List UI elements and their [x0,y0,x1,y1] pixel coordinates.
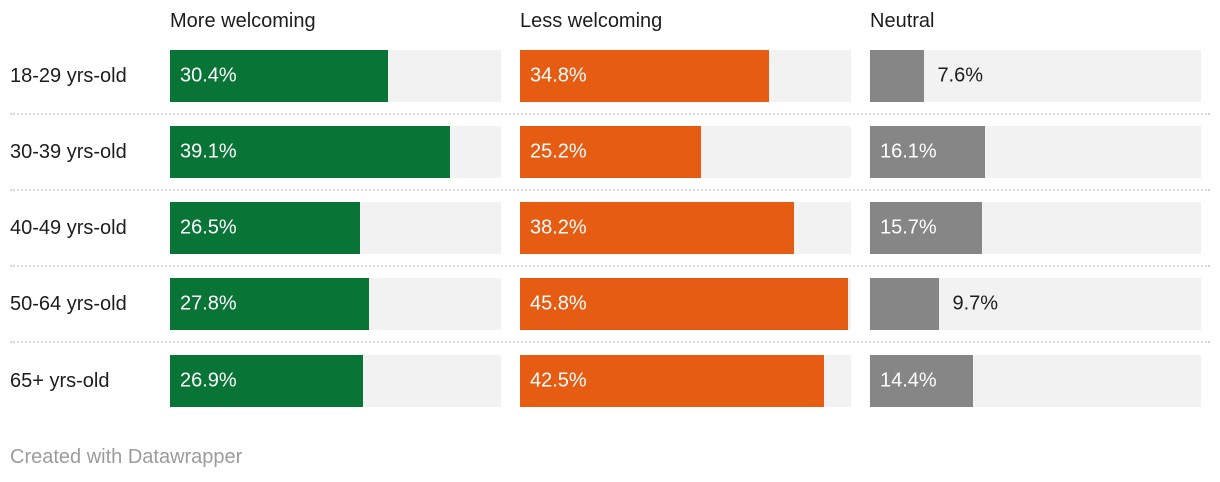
bar-value-label: 7.6% [937,64,984,87]
bar-cell: 7.6% [870,50,1201,102]
chart-row: 65+ yrs-old 26.9% 42.5% 14.4% [10,343,1210,419]
bar-value-label: 27.8% [180,292,237,315]
bar-fill [170,50,388,102]
bar-cell: 26.5% [170,202,501,254]
bar-value-label: 15.7% [880,216,937,239]
column-header-neutral: Neutral [870,10,935,32]
bar-fill [170,355,363,407]
bar-fill [870,355,974,407]
bar-fill [170,126,451,178]
row-label: 65+ yrs-old [10,369,110,392]
bar-value-label: 25.2% [530,140,587,163]
bar-value-label: 39.1% [180,140,237,163]
bar-fill [520,278,849,330]
bar-value-label: 26.5% [180,216,237,239]
column-header-more-welcoming: More welcoming [170,10,316,32]
bar-cell: 42.5% [520,355,851,407]
bar-cell: 14.4% [870,355,1201,407]
bar-cell: 30.4% [170,50,501,102]
row-label: 50-64 yrs-old [10,292,127,315]
bar-value-label: 34.8% [530,64,587,87]
bar-cell: 39.1% [170,126,501,178]
bar-value-label: 42.5% [530,369,587,392]
bar-fill [520,355,825,407]
bar-fill [520,126,701,178]
bar-value-label: 26.9% [180,369,237,392]
bar-cell: 16.1% [870,126,1201,178]
bar-value-label: 14.4% [880,369,937,392]
bar-cell: 15.7% [870,202,1201,254]
chart-row: 40-49 yrs-old 26.5% 38.2% 15.7% [10,191,1210,267]
bar-fill [520,202,794,254]
attribution-text[interactable]: Created with Datawrapper [10,446,243,468]
row-label: 18-29 yrs-old [10,64,127,87]
column-header-less-welcoming: Less welcoming [520,10,663,32]
bar-fill [870,50,925,102]
bar-fill [870,126,986,178]
bar-cell: 9.7% [870,278,1201,330]
bar-cell: 34.8% [520,50,851,102]
bar-cell: 25.2% [520,126,851,178]
bar-fill [170,278,370,330]
bar-fill [520,50,770,102]
bar-value-label: 30.4% [180,64,237,87]
bar-fill [170,202,360,254]
bar-cell: 38.2% [520,202,851,254]
bar-cell: 45.8% [520,278,851,330]
bar-value-label: 38.2% [530,216,587,239]
bar-cell: 26.9% [170,355,501,407]
bar-fill [870,278,940,330]
bar-cell: 27.8% [170,278,501,330]
bar-value-label: 45.8% [530,292,587,315]
chart-row: 18-29 yrs-old 30.4% 34.8% 7.6% [10,39,1210,115]
row-label: 40-49 yrs-old [10,216,127,239]
rows: 18-29 yrs-old 30.4% 34.8% 7.6% 30-39 yrs-old… [0,39,1220,419]
column-headers: More welcoming Less welcoming Neutral [0,0,1220,36]
row-label: 30-39 yrs-old [10,140,127,163]
bar-fill [870,202,983,254]
chart-row: 30-39 yrs-old 39.1% 25.2% 16.1% [10,115,1210,191]
bar-value-label: 9.7% [952,292,999,315]
bar-value-label: 16.1% [880,140,937,163]
chart-row: 50-64 yrs-old 27.8% 45.8% 9.7% [10,267,1210,343]
